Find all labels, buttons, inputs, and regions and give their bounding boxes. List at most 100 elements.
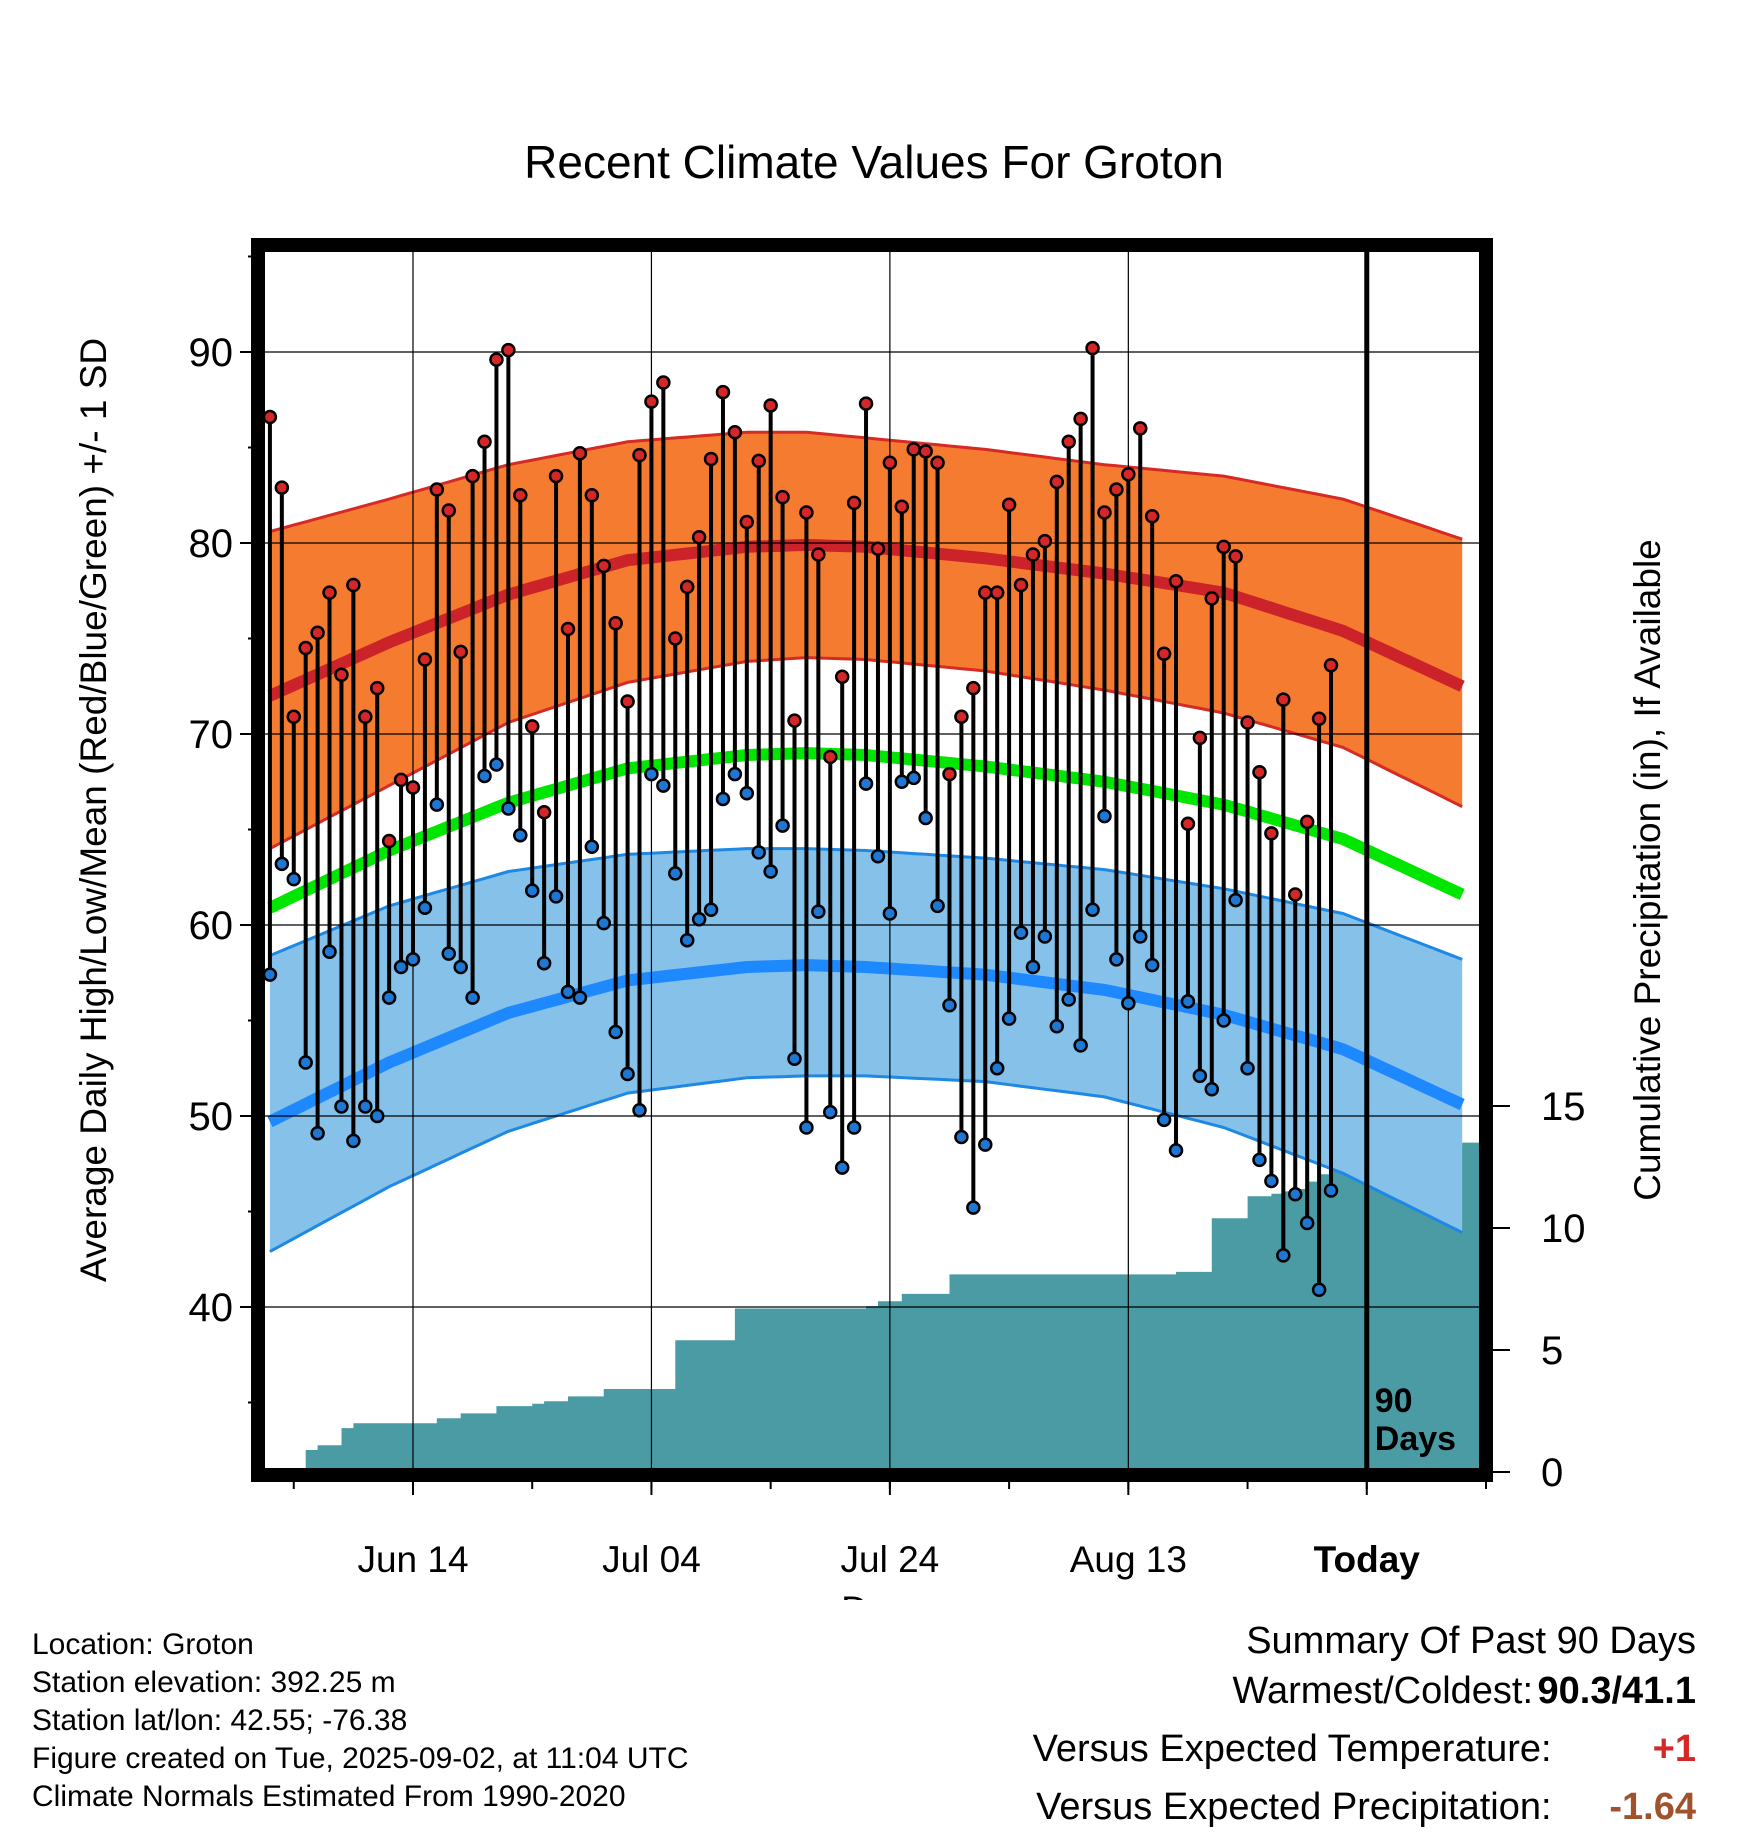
daily-low-point (989, 1061, 1005, 1076)
daily-low-point (560, 984, 576, 1000)
daily-low-point (775, 818, 790, 833)
normals-period-text: Climate Normals Estimated From 1990-2020 (32, 1780, 626, 1813)
daily-high-point (369, 680, 385, 696)
daily-low-point (1121, 996, 1136, 1011)
daily-high-point (632, 447, 647, 463)
warm-cold-label: Warmest/Coldest: (1232, 1670, 1534, 1712)
daily-high-point (1311, 711, 1327, 726)
daily-low-point (978, 1137, 993, 1152)
daily-high-point (381, 833, 397, 849)
daily-high-point (858, 396, 874, 411)
daily-low-point (1013, 925, 1029, 940)
daily-high-point (1109, 482, 1124, 497)
y-tick-label: 40 (189, 1286, 234, 1330)
daily-high-point (739, 514, 755, 530)
daily-low-point (441, 946, 457, 961)
y2-tick-label: 0 (1541, 1451, 1563, 1495)
daily-high-point (691, 530, 707, 545)
daily-low-point (1311, 1282, 1327, 1298)
daily-low-point (286, 871, 302, 887)
daily-high-point (346, 577, 361, 593)
daily-low-point (834, 1160, 850, 1175)
daily-low-point (465, 990, 480, 1005)
daily-low-point (1287, 1187, 1303, 1202)
daily-high-point (1204, 591, 1220, 606)
temp-anomaly-value: +1 (1652, 1728, 1696, 1770)
daily-low-point (1168, 1143, 1184, 1158)
precip-anomaly-label: Versus Expected Precipitation: (1036, 1786, 1552, 1828)
plot-frame (251, 238, 1493, 1482)
x-tick-label: Aug 13 (1070, 1539, 1187, 1580)
daily-low-point (1037, 929, 1053, 944)
summary-title: Summary Of Past 90 Days (1246, 1620, 1696, 1662)
daily-low-point (668, 866, 683, 881)
daily-high-point (274, 480, 290, 495)
daily-high-point (823, 749, 838, 765)
daily-low-point (644, 766, 659, 782)
daily-high-point (894, 499, 910, 514)
daily-low-point (882, 906, 898, 921)
daily-low-point (369, 1108, 385, 1124)
x-tick-label: Jun 14 (357, 1539, 468, 1580)
daily-high-point (1061, 434, 1076, 450)
daily-low-point (691, 912, 707, 927)
y-tick-label: 50 (189, 1095, 234, 1139)
daily-high-point (1037, 533, 1053, 549)
daily-low-point (405, 952, 421, 967)
daily-high-point (417, 652, 433, 667)
daily-low-point (524, 883, 540, 898)
x-tick-label: Today (1314, 1539, 1421, 1580)
daily-high-point (1240, 715, 1255, 730)
daily-high-point (942, 766, 957, 782)
daily-high-point (620, 694, 635, 709)
elevation-text: Station elevation: 392.25 m (32, 1666, 396, 1699)
daily-high-point (1323, 657, 1339, 673)
daily-high-point (322, 585, 337, 600)
summary-panel: Summary Of Past 90 Days Warmest/Coldest:… (1033, 1616, 1696, 1840)
daily-low-point (811, 904, 826, 919)
today-marker-label: Days (1375, 1420, 1456, 1458)
y-tick-label: 60 (189, 904, 234, 948)
daily-high-point (536, 805, 552, 820)
daily-high-point (811, 547, 826, 562)
daily-low-point (966, 1200, 981, 1215)
daily-low-point (310, 1125, 325, 1141)
daily-low-point (930, 898, 945, 914)
low-normal-line (267, 959, 1465, 1128)
daily-low-point (1240, 1061, 1255, 1076)
daily-high-point (954, 709, 969, 725)
daily-low-point (584, 839, 600, 854)
daily-high-point (1168, 573, 1184, 589)
daily-high-point (668, 631, 683, 646)
daily-high-point (1121, 466, 1136, 482)
latlon-text: Station lat/lon: 42.55; -76.38 (32, 1704, 408, 1737)
daily-high-point (703, 451, 719, 467)
daily-low-point (1299, 1215, 1315, 1231)
daily-low-point (596, 915, 611, 931)
daily-low-point (1144, 957, 1160, 973)
daily-high-point (1013, 577, 1029, 593)
daily-high-point (453, 644, 468, 660)
y2-tick-label: 15 (1541, 1085, 1586, 1129)
daily-high-point (572, 445, 588, 461)
daily-low-point (703, 902, 719, 917)
daily-high-point (596, 558, 611, 574)
daily-high-point (656, 375, 671, 390)
y-axis-label: Average Daily High/Low/Mean (Red/Blue/Gr… (73, 338, 114, 1282)
daily-high-point (441, 503, 457, 518)
daily-high-point (763, 398, 778, 413)
daily-low-point (679, 933, 695, 948)
daily-low-point (489, 757, 504, 772)
daily-low-point (477, 768, 492, 784)
y-tick-label: 90 (189, 331, 234, 375)
daily-low-point (453, 959, 468, 975)
daily-low-point (429, 797, 445, 812)
daily-low-point (799, 1120, 814, 1135)
daily-low-point (346, 1133, 361, 1149)
daily-high-point (262, 409, 278, 425)
daily-high-point (501, 342, 516, 358)
daily-low-point (274, 856, 290, 872)
daily-low-point (572, 990, 588, 1005)
daily-low-point (501, 801, 516, 816)
